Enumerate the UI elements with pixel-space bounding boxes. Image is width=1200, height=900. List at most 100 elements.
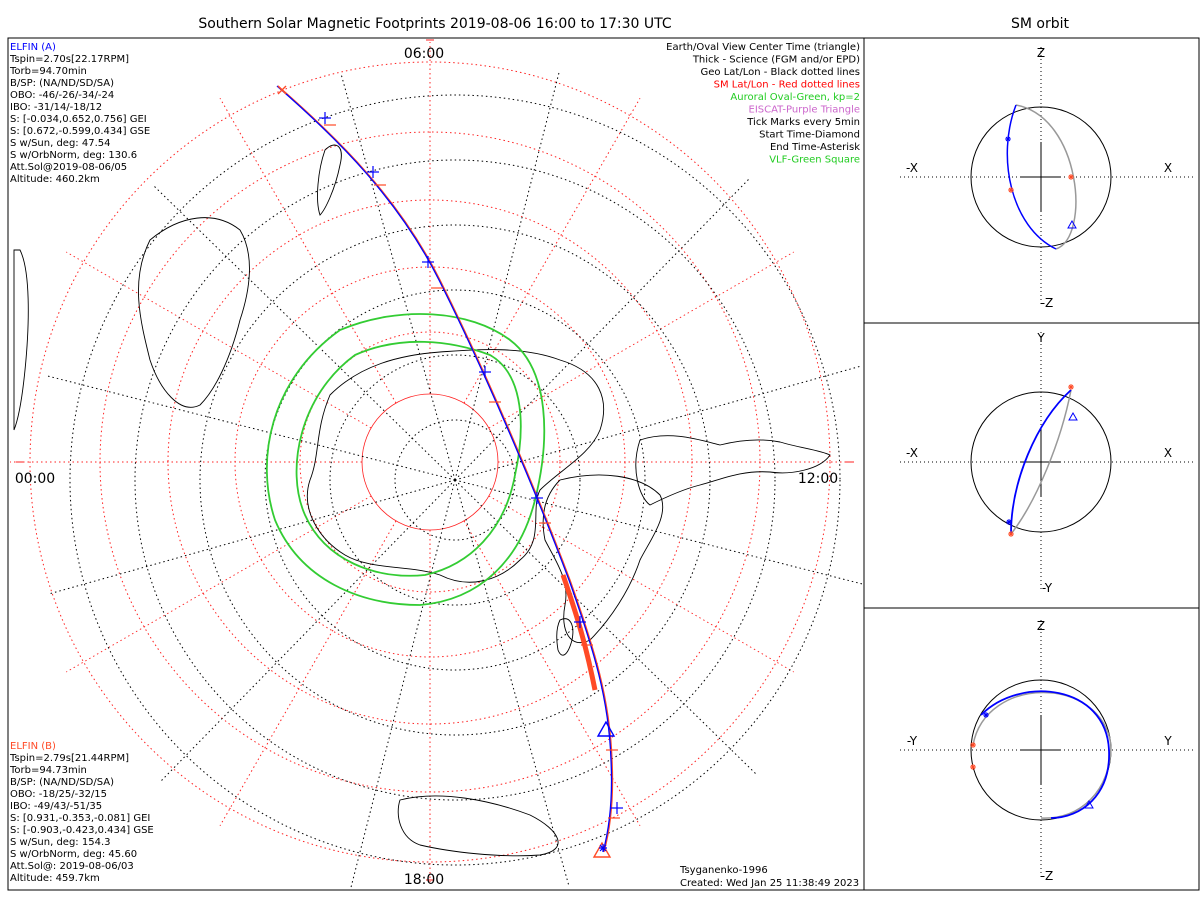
panel-axis-label-left: -X (906, 161, 918, 175)
mlt-label-top: 06:00 (404, 46, 444, 62)
sat_b-info-line: Torb=94.73min (9, 765, 87, 776)
sm-panel-2: Y -Y -X X (900, 331, 1195, 595)
map-frame (7, 37, 865, 891)
panel-axis-label-top: Z (1037, 46, 1045, 60)
orbit-b-yz (972, 691, 1112, 819)
geo-lat-circle (394, 419, 516, 541)
sm-meridian (219, 98, 397, 404)
geo-meridian (454, 366, 860, 481)
land-outline (556, 618, 574, 656)
track-sat-a (276, 85, 613, 853)
mlt-label-right: 12:00 (798, 471, 838, 487)
end-marker (599, 844, 607, 852)
geo-lat-circle (134, 159, 776, 801)
sat-a-name: ELFIN (A) (10, 42, 56, 53)
oval-inner (295, 340, 522, 577)
sat-a-info: ELFIN (A) Tspin=2.70s[22.17RPM]Torb=94.7… (9, 42, 150, 185)
legend-entry: Earth/Oval View Center Time (triangle) (666, 42, 860, 53)
panel-axis-label-left: -Y (907, 734, 918, 748)
geo-lat-circle (329, 354, 581, 606)
geo-meridian (454, 479, 863, 585)
orbit-marker (983, 712, 989, 718)
legend-entry: Auroral Oval-Green, kp=2 (730, 92, 860, 103)
sat_a-info-line: S w/Sun, deg: 47.54 (10, 138, 110, 149)
sat-b-info: ELFIN (B) Tspin=2.79s[21.44RPM]Torb=94.7… (9, 741, 154, 884)
sat_b-info-line: Tspin=2.79s[21.44RPM] (9, 753, 129, 764)
geo-lat-circle (199, 224, 711, 736)
legend-entry: Thick - Science (FGM and/or EPD) (692, 55, 860, 66)
sat_a-info-line: Tspin=2.70s[22.17RPM] (9, 54, 129, 65)
orbit-marker (1068, 174, 1074, 180)
panel-axis-label-left: -X (906, 446, 918, 460)
panel-axis-label-right: X (1164, 446, 1172, 460)
main-title: Southern Solar Magnetic Footprints 2019-… (198, 16, 672, 32)
sat_b-info-line: Att.Sol@: 2019-08-06/03 (10, 861, 134, 872)
mlt-label-left: 00:00 (15, 471, 55, 487)
land-outline (542, 474, 664, 643)
science-segment (560, 574, 598, 691)
sm-meridian (488, 495, 794, 673)
auroral-oval (265, 313, 546, 606)
sat_a-info-line: S w/OrbNorm, deg: 130.6 (10, 150, 137, 161)
sm-orbit-panels: Z -Z -X X Y -Y -X X Z -Z -Y Y (900, 46, 1195, 883)
center-triangle-b (592, 841, 612, 858)
sm-lat-circle (299, 331, 561, 593)
orbit-triangle (1068, 411, 1078, 421)
sm-meridian (488, 251, 794, 429)
side-title: SM orbit (1011, 16, 1070, 32)
orbit-triangle (1067, 219, 1077, 229)
geo-lat-circle (264, 289, 646, 671)
geo-meridian (454, 479, 756, 774)
panel-axis-label-bottom: -Z (1041, 296, 1054, 310)
footprint-tracks (276, 85, 623, 858)
oval-outer (265, 313, 546, 606)
sat_b-info-line: S w/OrbNorm, deg: 45.60 (10, 849, 137, 860)
orbit-b-xy (1010, 389, 1072, 535)
sat-b-name: ELFIN (B) (10, 741, 56, 752)
panel-axis-label-right: Y (1163, 734, 1172, 748)
created-label: Created: Wed Jan 25 11:38:49 2023 (680, 878, 859, 889)
panel-axis-label-right: X (1164, 161, 1172, 175)
sm-panel-3: Z -Z -Y Y (900, 619, 1195, 883)
continent-outlines (13, 144, 831, 857)
legend-entry: End Time-Asterisk (770, 142, 860, 153)
track-sat-b (277, 85, 614, 853)
sat_b-info-line: S: [0.931,-0.353,-0.081] GEI (10, 813, 150, 824)
land-outline (13, 249, 29, 431)
sat_a-info-line: S: [-0.034,0.652,0.756] GEI (10, 114, 147, 125)
sm-panel-1: Z -Z -X X (900, 46, 1195, 310)
geo-meridian (350, 479, 456, 888)
sm-meridian (66, 251, 372, 429)
sat_b-info-line: S w/Sun, deg: 154.3 (10, 837, 110, 848)
sat_b-info-line: IBO: -49/43/-51/35 (10, 801, 102, 812)
geo-meridian (161, 479, 456, 781)
sat_a-info-line: B/SP: (NA/ND/SD/SA) (10, 78, 114, 89)
sat_a-info-line: S: [0.672,-0.599,0.434] GSE (10, 126, 150, 137)
sm-lat-circle (167, 199, 693, 725)
sm-lat-circle (29, 61, 831, 863)
center-triangle-a (596, 720, 616, 737)
land-outline (397, 795, 559, 857)
orbit-marker (1006, 519, 1012, 525)
orbit-marker (970, 764, 976, 770)
orbit-marker (1068, 384, 1074, 390)
land-outline (317, 144, 342, 216)
legend-entry: Start Time-Diamond (759, 130, 860, 141)
map-grid (10, 39, 863, 888)
orbit-a-yz (980, 690, 1110, 819)
legend: Earth/Oval View Center Time (triangle) Th… (666, 42, 860, 166)
geo-meridian (454, 479, 569, 885)
sat_a-info-line: Att.Sol@2019-08-06/05 (10, 162, 127, 173)
orbit-a-xz (1006, 104, 1057, 250)
panel-axis-label-bottom: -Z (1041, 869, 1054, 883)
side-frame (863, 37, 1200, 891)
sat_a-info-line: OBO: -46/-26/-34/-24 (10, 90, 114, 101)
sat_a-info-line: IBO: -31/14/-18/12 (10, 102, 102, 113)
orbit-marker (1005, 136, 1011, 142)
panel-axis-label-top: Z (1037, 619, 1045, 633)
geo-lat-circle (69, 94, 841, 866)
legend-entry: Geo Lat/Lon - Black dotted lines (701, 67, 860, 78)
orbit-marker (1008, 531, 1014, 537)
start-marker (277, 85, 287, 95)
